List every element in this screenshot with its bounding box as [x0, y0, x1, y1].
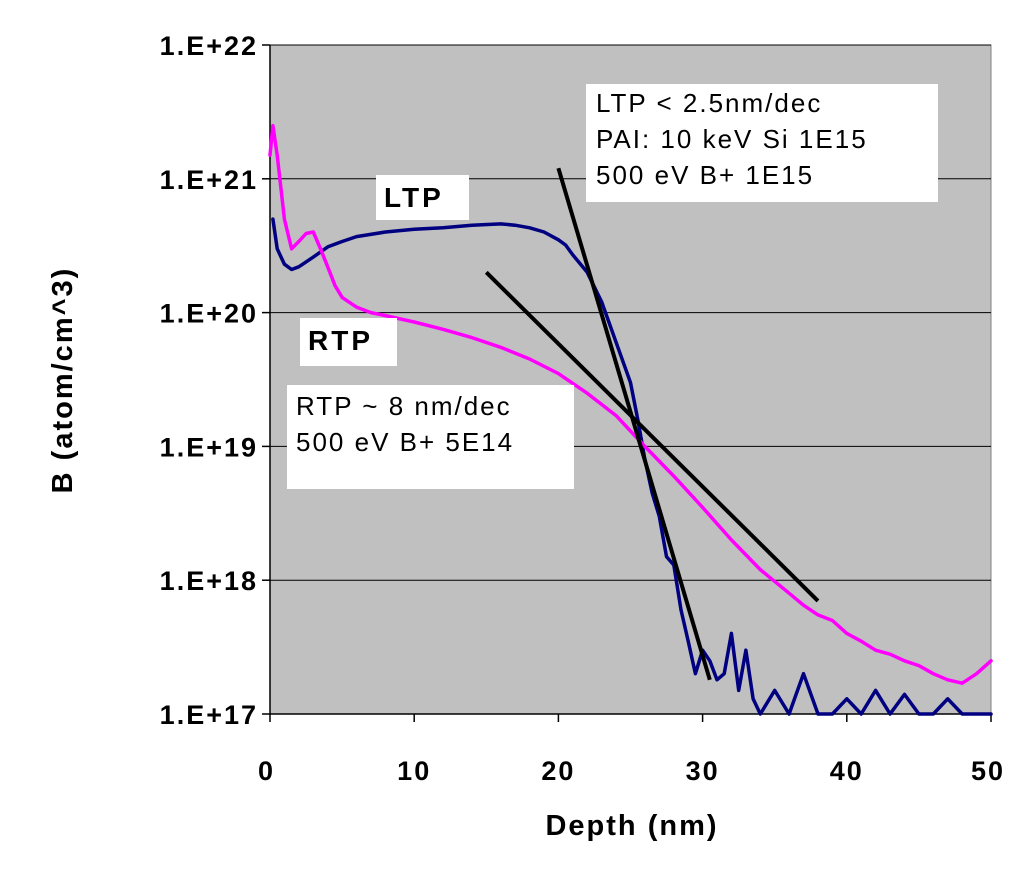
y-axis-title: B (atom/cm^3) [47, 267, 79, 494]
rtp-series-label: RTP [308, 325, 373, 356]
ltp-note-line-2: PAI: 10 keV Si 1E15 [596, 124, 868, 154]
y-tick-label: 1.E+19 [160, 432, 258, 462]
x-tick-label: 0 [258, 756, 275, 786]
x-tick-label: 10 [397, 756, 431, 786]
x-axis-title: Depth (nm) [545, 810, 718, 842]
rtp-label-box: RTP [300, 318, 397, 366]
series-line-rtp [268, 123, 993, 685]
x-tick-label: 50 [971, 756, 1005, 786]
series-layer [268, 123, 993, 716]
ltp-note-line-1: LTP < 2.5nm/dec [596, 88, 822, 118]
y-tick-label: 1.E+17 [160, 700, 258, 730]
y-tick-labels: 1.E+17 1.E+18 1.E+19 1.E+20 1.E+21 1.E+22 [160, 31, 270, 730]
rtp-label-background [300, 318, 397, 366]
y-tick-label: 1.E+22 [160, 31, 258, 61]
series-line-ltp [271, 217, 993, 716]
y-tick-label: 1.E+21 [160, 165, 258, 195]
fit-line-1 [556, 167, 712, 681]
y-tick-label: 1.E+18 [160, 566, 258, 596]
x-tick-labels: 0 10 20 30 40 50 [258, 714, 1005, 786]
fit-line-2 [484, 270, 820, 603]
rtp-note-line-1: RTP ~ 8 nm/dec [296, 391, 512, 421]
x-tick-label: 30 [686, 756, 720, 786]
x-tick-label: 40 [830, 756, 864, 786]
ltp-note-box: LTP < 2.5nm/dec PAI: 10 keV Si 1E15 500 … [586, 84, 938, 202]
ltp-label-box: LTP [376, 175, 469, 220]
rtp-note-line-2: 500 eV B+ 5E14 [296, 427, 514, 457]
ltp-note-line-3: 500 eV B+ 1E15 [596, 160, 814, 190]
ltp-series-label: LTP [384, 182, 444, 213]
x-tick-label: 20 [541, 756, 575, 786]
y-tick-label: 1.E+20 [160, 299, 258, 329]
fit-lines [484, 167, 820, 681]
rtp-note-box: RTP ~ 8 nm/dec 500 eV B+ 5E14 [287, 385, 574, 489]
ltp-note-background [586, 84, 938, 202]
ltp-label-background [376, 175, 469, 220]
rtp-note-background [287, 385, 574, 489]
